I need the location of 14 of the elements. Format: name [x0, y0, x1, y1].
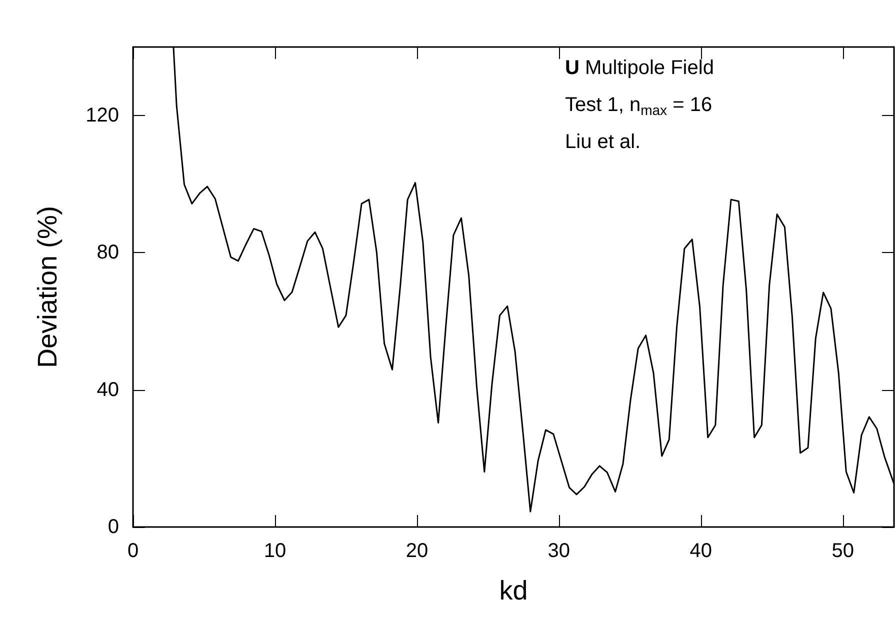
y-tick-label: 80	[96, 242, 119, 264]
annotation: U Multipole Field	[565, 57, 714, 79]
x-tick-label: 40	[690, 540, 712, 562]
x-tick-label: 20	[406, 540, 428, 562]
y-axis-title: Deviation (%)	[32, 206, 62, 368]
annotation: Liu et al.	[565, 131, 641, 153]
y-tick-label: 120	[86, 104, 119, 127]
y-tick-label: 40	[96, 378, 119, 401]
x-axis-title: kd	[499, 576, 528, 606]
x-tick-label: 30	[548, 540, 570, 562]
x-tick-label: 50	[832, 540, 854, 562]
y-tick-label: 0	[108, 516, 119, 538]
x-tick-label: 0	[127, 540, 139, 562]
x-tick-label: 10	[264, 540, 286, 562]
